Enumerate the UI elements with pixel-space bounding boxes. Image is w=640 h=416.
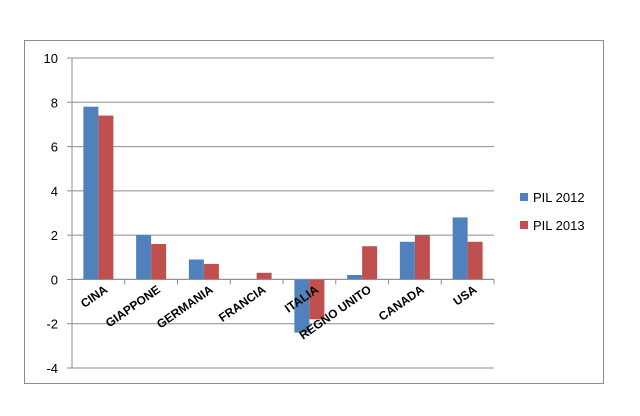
- bar: [347, 275, 363, 280]
- legend-label: PIL 2012: [533, 190, 585, 205]
- bar: [414, 235, 430, 280]
- bar: [294, 279, 310, 333]
- category-label: CINA: [78, 282, 110, 310]
- legend-label: PIL 2013: [533, 218, 585, 233]
- y-tick-label: 2: [51, 228, 58, 243]
- y-tick-label: 4: [51, 184, 58, 199]
- bar: [188, 259, 204, 280]
- bar: [362, 246, 378, 280]
- bar: [256, 272, 272, 280]
- y-tick-label: 0: [51, 272, 58, 287]
- bar: [309, 279, 325, 320]
- y-tick-label: 10: [44, 51, 58, 66]
- bar: [467, 241, 483, 280]
- bar: [203, 263, 219, 280]
- bar: [98, 115, 114, 280]
- category-label: GIAPPONE: [103, 282, 163, 330]
- legend-swatch: [520, 221, 528, 229]
- bar: [399, 241, 415, 280]
- chart-frame: [24, 40, 604, 384]
- bar: [151, 244, 167, 280]
- y-tick-label: 6: [51, 140, 58, 155]
- category-label: FRANCIA: [216, 282, 269, 325]
- y-tick-label: 8: [51, 95, 58, 110]
- legend-swatch: [520, 193, 528, 201]
- y-tick-label: -2: [46, 317, 58, 332]
- category-label: CANADA: [376, 282, 427, 323]
- bar: [136, 235, 152, 280]
- y-tick-label: -4: [46, 361, 58, 376]
- bar: [83, 106, 99, 280]
- category-label: USA: [451, 282, 480, 308]
- bar: [452, 217, 468, 280]
